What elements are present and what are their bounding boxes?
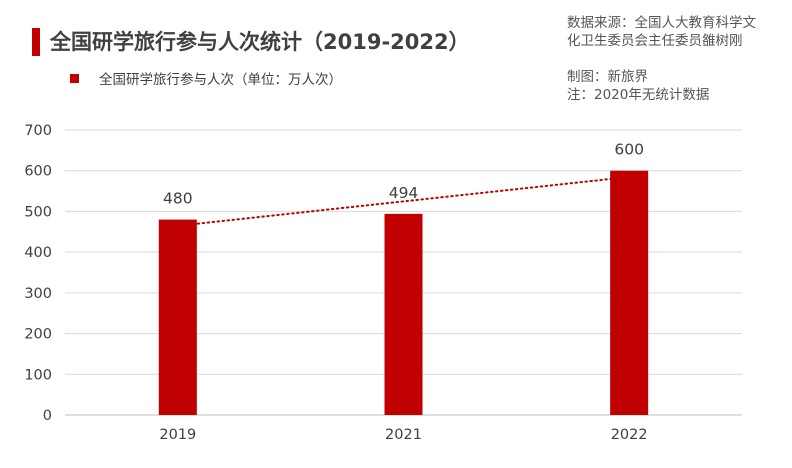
y-tick-label: 500 — [24, 204, 52, 220]
made-by-note: 制图：新旅界 — [567, 69, 648, 85]
source-note: 数据来源：全国人大教育科学文 化卫生委员会主任委员雒树刚 制图：新旅界 注：20… — [567, 14, 756, 104]
title-accent-bar — [32, 28, 40, 56]
y-tick-label: 100 — [24, 367, 52, 383]
legend: 全国研学旅行参与人次（单位：万人次） — [70, 68, 342, 88]
y-tick-label: 200 — [24, 327, 52, 343]
y-tick-label: 300 — [24, 286, 52, 302]
legend-label: 全国研学旅行参与人次（单位：万人次） — [99, 72, 342, 88]
legend-swatch — [70, 73, 79, 83]
x-tick-label: 2022 — [611, 427, 648, 443]
data-label: 600 — [614, 141, 644, 159]
y-tick-label: 0 — [43, 408, 52, 424]
trendline — [176, 175, 631, 227]
data-label: 494 — [389, 184, 419, 202]
x-tick-label: 2021 — [385, 427, 422, 443]
source-line-2: 化卫生委员会主任委员雒树刚 — [567, 33, 743, 49]
y-tick-label: 400 — [24, 245, 52, 261]
bar — [384, 213, 423, 415]
x-tick-label: 2019 — [159, 427, 196, 443]
y-tick-label: 600 — [24, 164, 52, 180]
source-line-1: 数据来源：全国人大教育科学文 — [567, 15, 756, 31]
bar — [610, 170, 649, 415]
y-tick-label: 700 — [24, 123, 52, 139]
bar — [158, 219, 197, 415]
data-note: 注：2020年无统计数据 — [567, 87, 710, 103]
chart-title: 全国研学旅行参与人次统计（2019-2022） — [50, 30, 470, 54]
data-label: 480 — [163, 190, 193, 208]
